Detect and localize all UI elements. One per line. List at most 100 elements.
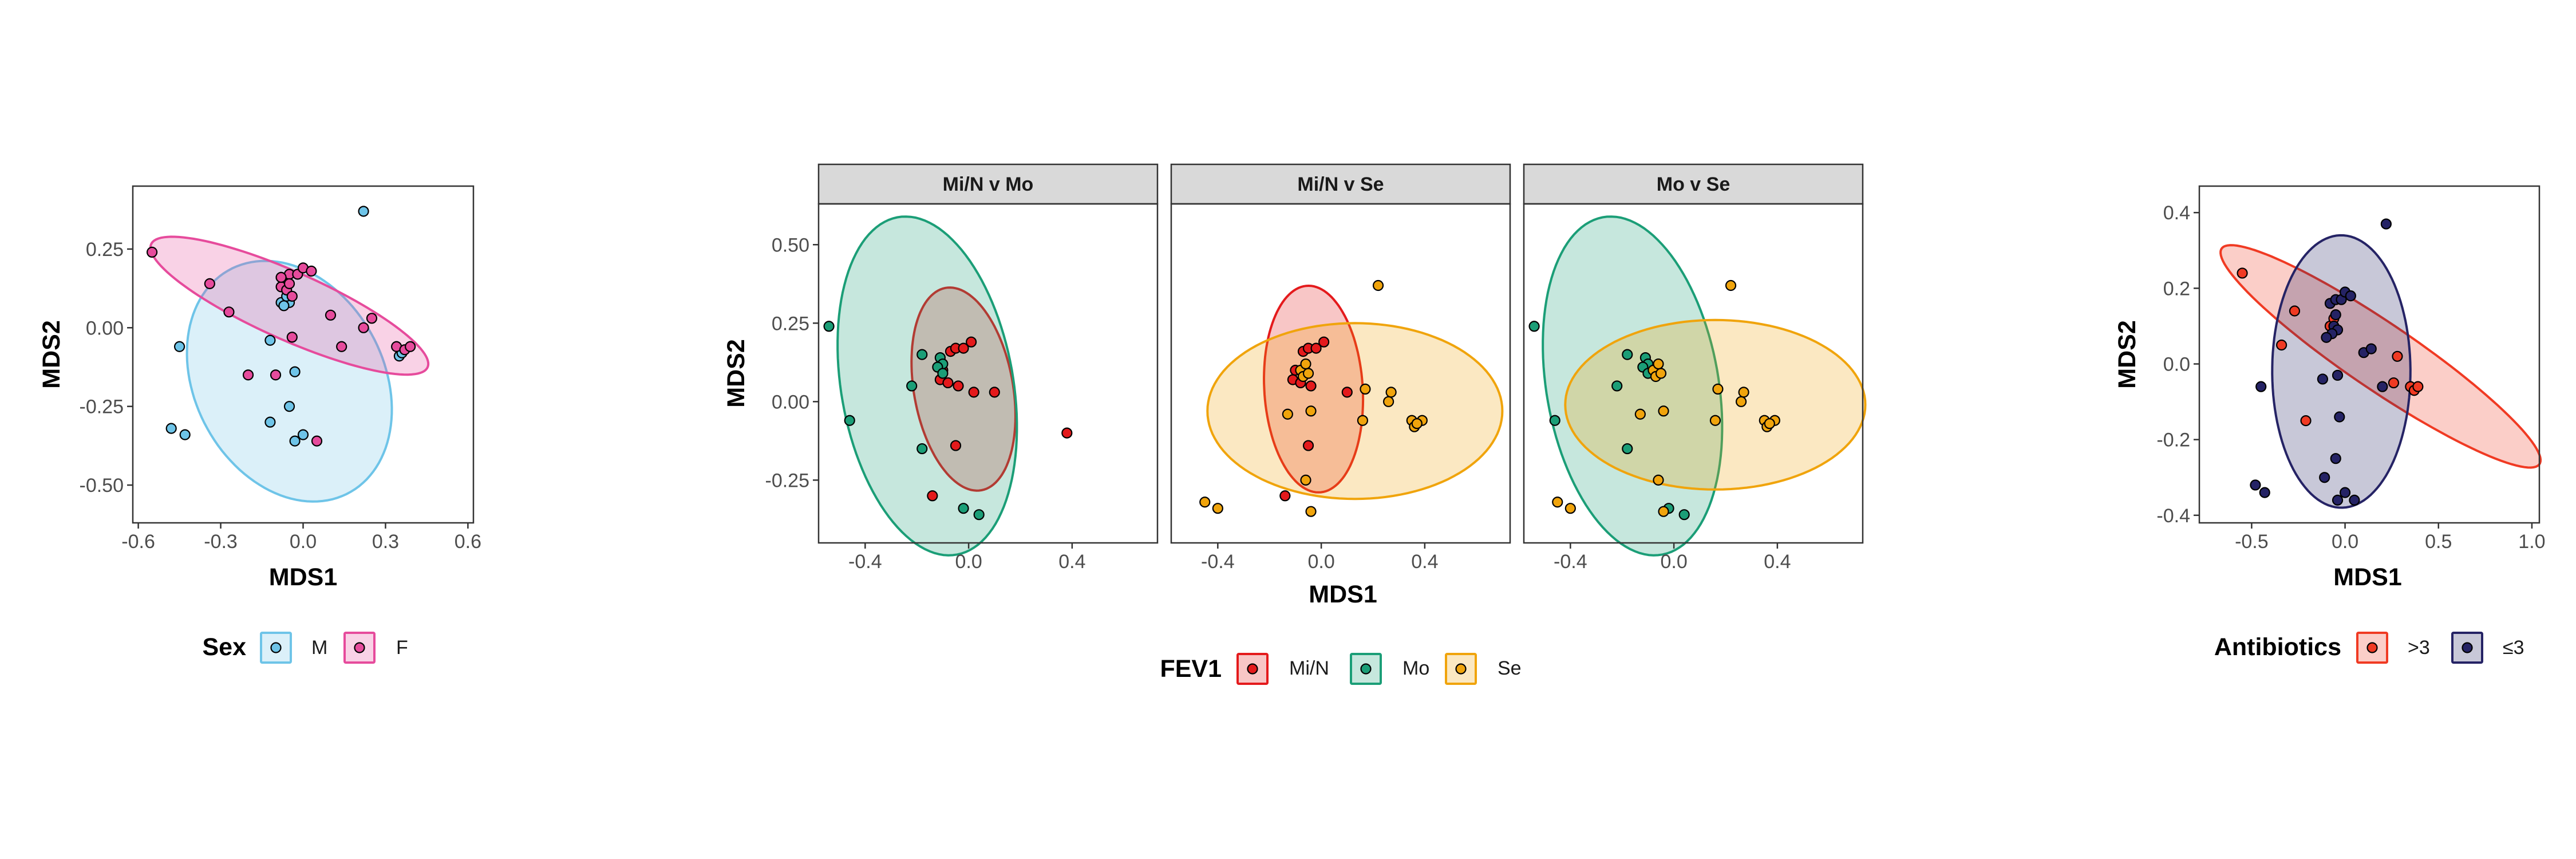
sex-point-M [289,435,301,447]
antibiotics-x-tick-label: 1.0 [2518,531,2545,553]
fev1-point [1061,427,1073,439]
fev1-point [927,490,938,502]
sex-point-F [336,341,347,352]
sex-point-M [173,341,185,352]
sex-point-M [264,416,276,428]
antibiotics-point [2289,305,2301,317]
antibiotics-y-tick-label: 0.2 [2163,278,2190,300]
fev1-panel-border [1170,203,1511,544]
antibiotics-point [2388,377,2400,389]
fev1-legend-item-key-point [1247,663,1258,675]
sex-point-F [204,278,215,289]
fev1-x-tick-label: 0.4 [1411,551,1438,573]
sex-point-M [358,206,369,217]
fev1-point [823,321,835,332]
antibiotics-x-tick-label: 0.5 [2425,531,2452,553]
antibiotics-y-axis-label: MDS2 [2113,320,2141,388]
antibiotics-y-tick-label: -0.4 [2156,505,2190,527]
antibiotics-point [2317,373,2329,385]
fev1-point [1709,415,1721,426]
sex-ellipse-M [185,259,393,503]
sex-x-axis-label: MDS1 [269,564,337,591]
fev1-point [844,415,855,426]
fev1-panel-border [817,203,1159,544]
antibiotics-point [2349,494,2360,506]
fev1-point [1725,279,1737,291]
antibiotics-x-tick-label: 0.0 [2332,531,2358,553]
sex-point-F [270,369,282,381]
fev1-facet-strip-label: Mi/N v Mo [943,174,1034,195]
fev1-y-tick-label: 0.00 [772,391,809,413]
fev1-point [966,336,977,348]
fev1-ellipse [1206,322,1504,501]
antibiotics-chart: -0.5 0.0 0.5 1.0 0.4 0.2 0.0 -0.2 -0.4 MDS1 MDS2 An… [2113,185,2546,664]
antibiotics-point [2300,415,2312,427]
sex-point-F [358,322,369,333]
fev1-point [1305,380,1317,392]
fev1-x-tick-label: -0.4 [1554,551,1587,573]
sex-x-tick-label: -0.3 [204,531,238,553]
antibiotics-legend-label-gt3: >3 [2408,637,2430,659]
fev1-point [1564,503,1576,514]
fev1-point [1549,415,1560,426]
fev1-point [1678,509,1690,521]
fev1-ellipse [836,215,1018,557]
fev1-legend-label: Se [1498,657,1522,679]
fev1-y-tick-label: 0.50 [772,234,809,256]
fev1-facet: Mi/N v Mo -0.4 0.0 0.4 0.50 0.25 0.00 -0.25 [765,163,1159,573]
fev1-point [1357,415,1369,426]
fev1-x-tick-label: -0.4 [1201,551,1235,573]
fev1-ellipse [1564,318,1867,491]
sex-point-M [297,429,309,440]
antibiotics-point [2334,411,2345,423]
sex-point-F [286,290,298,302]
fev1-point [942,377,954,389]
fev1-legend-label: Mi/N [1289,657,1329,679]
sex-point-F [405,341,416,352]
antibiotics-legend-label-le3: ≤3 [2503,637,2524,659]
fev1-point [1383,396,1394,407]
fev1-point [906,380,918,392]
fev1-point [1611,380,1623,392]
antibiotics-point [2330,453,2341,464]
fev1-facet-strip-label: Mo v Se [1657,174,1730,195]
fev1-point [1199,497,1211,508]
sex-legend-label-f: F [396,637,408,659]
fev1-point [1622,349,1633,360]
fev1-legend-item-key-point [1360,663,1372,675]
antibiotics-point [2321,332,2332,343]
sex-y-axis-label: MDS2 [38,320,65,388]
sex-point-F [275,271,287,283]
fev1-point [1318,336,1330,348]
antibiotics-panel-border [2198,185,2541,524]
fev1-x-tick-label: 0.4 [1058,551,1085,573]
antibiotics-y-tick-label: 0.4 [2163,202,2190,224]
fev1-point [1305,405,1317,417]
sex-legend-title: Sex [202,633,246,661]
fev1-point [1360,383,1371,395]
fev1-point [1653,474,1664,486]
fev1-point [916,443,928,455]
fev1-point [1634,408,1646,420]
fev1-point [1300,474,1311,486]
sex-point-F [366,313,378,324]
fev1-point [1653,358,1664,370]
fev1-point [1305,506,1317,517]
fev1-point [1658,506,1669,517]
sex-chart: -0.6 -0.3 0.0 0.3 0.6 0.25 0.00 -0.25 -0.50 MDS1 M… [38,185,481,664]
fev1-x-tick-label: 0.0 [955,551,982,573]
antibiotics-point [2259,487,2270,498]
sex-legend: Sex M F [202,632,408,664]
sex-point-M [179,429,191,440]
fev1-x-tick-label: 0.0 [1307,551,1334,573]
sex-point-F [223,306,235,318]
fev1-point [1302,440,1314,451]
sex-y-tick-label: 0.25 [86,239,124,261]
antibiotics-point [2412,381,2424,392]
antibiotics-point [2319,472,2330,483]
antibiotics-y-tick-label: 0.0 [2163,354,2190,376]
antibiotics-point [2332,369,2344,381]
sex-point-F [146,246,158,258]
fev1-panel-border [1523,203,1864,544]
fev1-point [1655,368,1667,379]
